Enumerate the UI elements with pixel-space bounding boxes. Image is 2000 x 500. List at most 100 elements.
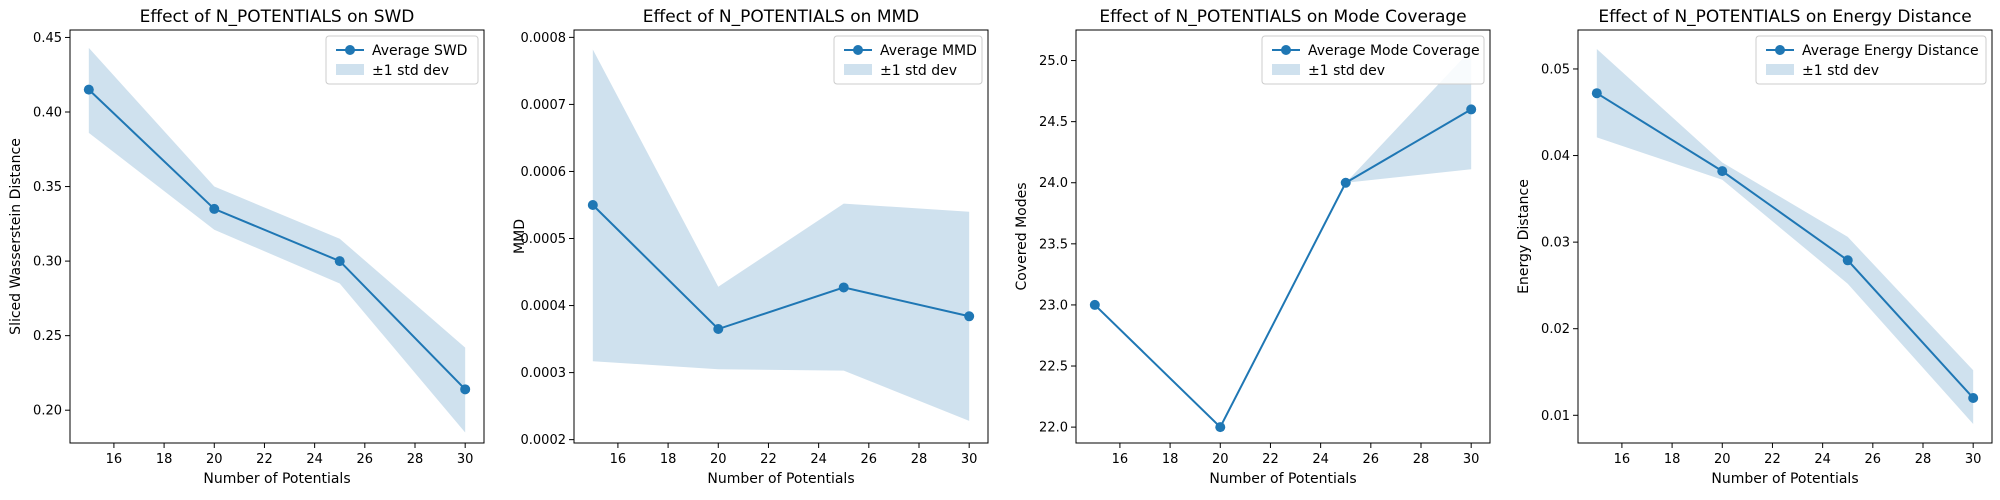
chart-title: Effect of N_POTENTIALS on Mode Coverage [1099,7,1466,27]
data-point [1215,422,1226,433]
y-tick-label: 0.05 [1541,62,1570,77]
data-point [713,324,724,335]
y-axis-label: MMD [512,219,528,254]
x-tick-label: 20 [1212,452,1229,467]
legend-band-swatch [336,64,364,75]
x-axis-label: Number of Potentials [707,471,854,487]
legend-label-series: Average MMD [880,43,977,59]
x-tick-label: 24 [1814,452,1831,467]
std-band [592,49,970,421]
legend-box [1755,35,1987,85]
legend-label-band: ±1 std dev [880,63,957,79]
legend: Average MMD ±1 std dev [833,35,983,85]
y-tick-label: 0.30 [33,255,62,270]
y-tick-label: 0.0003 [521,366,567,381]
legend-band-swatch [844,64,872,75]
y-tick-label: 0.20 [33,404,62,419]
legend-label-series: Average SWD [372,43,467,59]
y-axis-label: Covered Modes [1014,182,1030,290]
x-tick-label: 30 [1463,452,1480,467]
legend-marker-swatch [345,45,355,55]
y-tick-label: 23.5 [1039,237,1068,252]
y-tick-label: 0.0005 [521,232,567,247]
y-tick-label: 0.0006 [521,165,567,180]
legend-box [1261,35,1485,85]
y-axis-label: Energy Distance [1516,179,1532,294]
y-tick-label: 22.5 [1039,360,1068,375]
x-tick-label: 26 [1363,452,1380,467]
std-band [1596,49,1974,424]
data-point [1089,299,1100,310]
data-point [460,384,471,395]
x-tick-label: 28 [911,452,928,467]
x-tick-label: 28 [1915,452,1932,467]
x-tick-label: 16 [1614,452,1631,467]
legend: Average SWD ±1 std dev [325,35,479,85]
legend-marker-swatch [1775,45,1785,55]
chart-title: Effect of N_POTENTIALS on MMD [643,7,920,27]
y-tick-label: 0.0002 [521,433,567,448]
x-tick-label: 18 [1664,452,1681,467]
legend-band-swatch [1272,64,1300,75]
data-point [1842,255,1853,266]
legend-label-band: ±1 std dev [1308,63,1385,79]
data-point [1968,392,1979,403]
y-tick-label: 0.0007 [521,98,567,113]
series-line [592,204,970,331]
legend-marker-swatch [853,45,863,55]
y-tick-label: 0.04 [1541,149,1570,164]
chart-panel-1: 16 18 20 22 24 26 28 30 0.20 0.25 0.30 0.35 0.40 0.45… [8,7,485,487]
legend-label-series: Average Energy Distance [1802,43,1979,59]
x-axis-label: Number of Potentials [203,471,350,487]
x-tick-label: 18 [660,452,677,467]
chart-panel-4: 16 18 20 22 24 26 28 30 0.01 0.02 0.03 0.04 0.05 Effe… [1516,7,1993,487]
x-tick-label: 30 [457,452,474,467]
x-tick-label: 20 [710,452,727,467]
legend-label-band: ±1 std dev [1802,63,1879,79]
plot-frame [1075,29,1491,444]
plot-frame [573,29,989,444]
x-tick-label: 26 [357,452,374,467]
x-tick-label: 20 [206,452,223,467]
y-tick-label: 25.0 [1039,54,1068,69]
legend: Average Mode Coverage ±1 std dev [1261,35,1485,85]
chart-title: Effect of N_POTENTIALS on SWD [140,7,415,27]
x-tick-label: 22 [1764,452,1781,467]
data-point [964,311,975,322]
y-tick-label: 0.25 [33,329,62,344]
x-tick-label: 26 [1865,452,1882,467]
x-tick-label: 18 [156,452,173,467]
y-tick-label: 24.5 [1039,115,1068,130]
x-tick-label: 24 [306,452,323,467]
y-tick-label: 0.40 [33,106,62,121]
x-tick-label: 24 [1312,452,1329,467]
x-tick-label: 16 [106,452,123,467]
legend-band-swatch [1766,64,1794,75]
x-axis-label: Number of Potentials [1711,471,1858,487]
y-tick-label: 0.02 [1541,322,1570,337]
data-point [1717,166,1728,177]
plot-frame [1577,29,1993,444]
data-point [1340,177,1351,188]
x-tick-label: 16 [1112,452,1129,467]
y-tick-label: 0.45 [33,31,62,46]
data-point [1591,88,1602,99]
x-tick-label: 16 [610,452,627,467]
y-tick-label: 0.0008 [521,31,567,46]
x-tick-label: 26 [861,452,878,467]
x-axis-label: Number of Potentials [1209,471,1356,487]
x-tick-label: 30 [1965,452,1982,467]
x-tick-label: 30 [961,452,978,467]
std-band [1094,49,1472,428]
y-tick-label: 22.0 [1039,421,1068,436]
data-point [334,256,345,267]
legend-label-series: Average Mode Coverage [1308,43,1480,59]
y-tick-label: 0.0004 [521,299,567,314]
y-tick-label: 23.0 [1039,298,1068,313]
y-axis-label: Sliced Wasserstein Distance [8,138,24,335]
series-line [88,88,466,391]
data-point [587,199,598,210]
x-tick-label: 22 [256,452,273,467]
chart-panel-2: 16 18 20 22 24 26 28 30 0.0002 0.0003 0.0004 0.0005… [512,7,989,487]
